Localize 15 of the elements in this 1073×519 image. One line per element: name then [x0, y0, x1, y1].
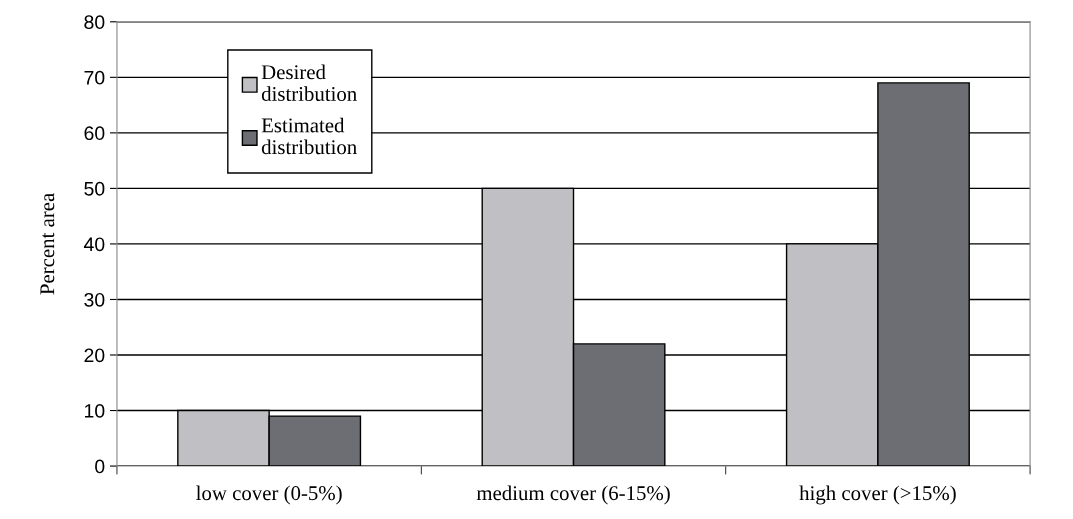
y-tick-label: 70 — [84, 70, 105, 85]
legend-label: Desired distribution — [261, 64, 357, 102]
y-tick-label: 30 — [84, 292, 105, 307]
y-tick-label: 0 — [95, 459, 105, 474]
y-tick-label: 10 — [85, 404, 105, 418]
y-tick-label: 60 — [84, 126, 105, 141]
y-tick-label: 40 — [83, 237, 105, 252]
y-tick-label: 20 — [84, 348, 105, 363]
x-tick-label: medium cover (6-15%) — [476, 485, 670, 505]
y-tick-label: 50 — [84, 181, 105, 196]
x-tick-label: high cover (>15%) — [799, 485, 956, 505]
y-axis-title: Percent area — [40, 193, 55, 295]
x-tick-label: low cover (0-5%) — [196, 485, 342, 505]
y-tick-label: 80 — [84, 15, 105, 30]
legend-label: Estimated distribution — [261, 117, 357, 155]
